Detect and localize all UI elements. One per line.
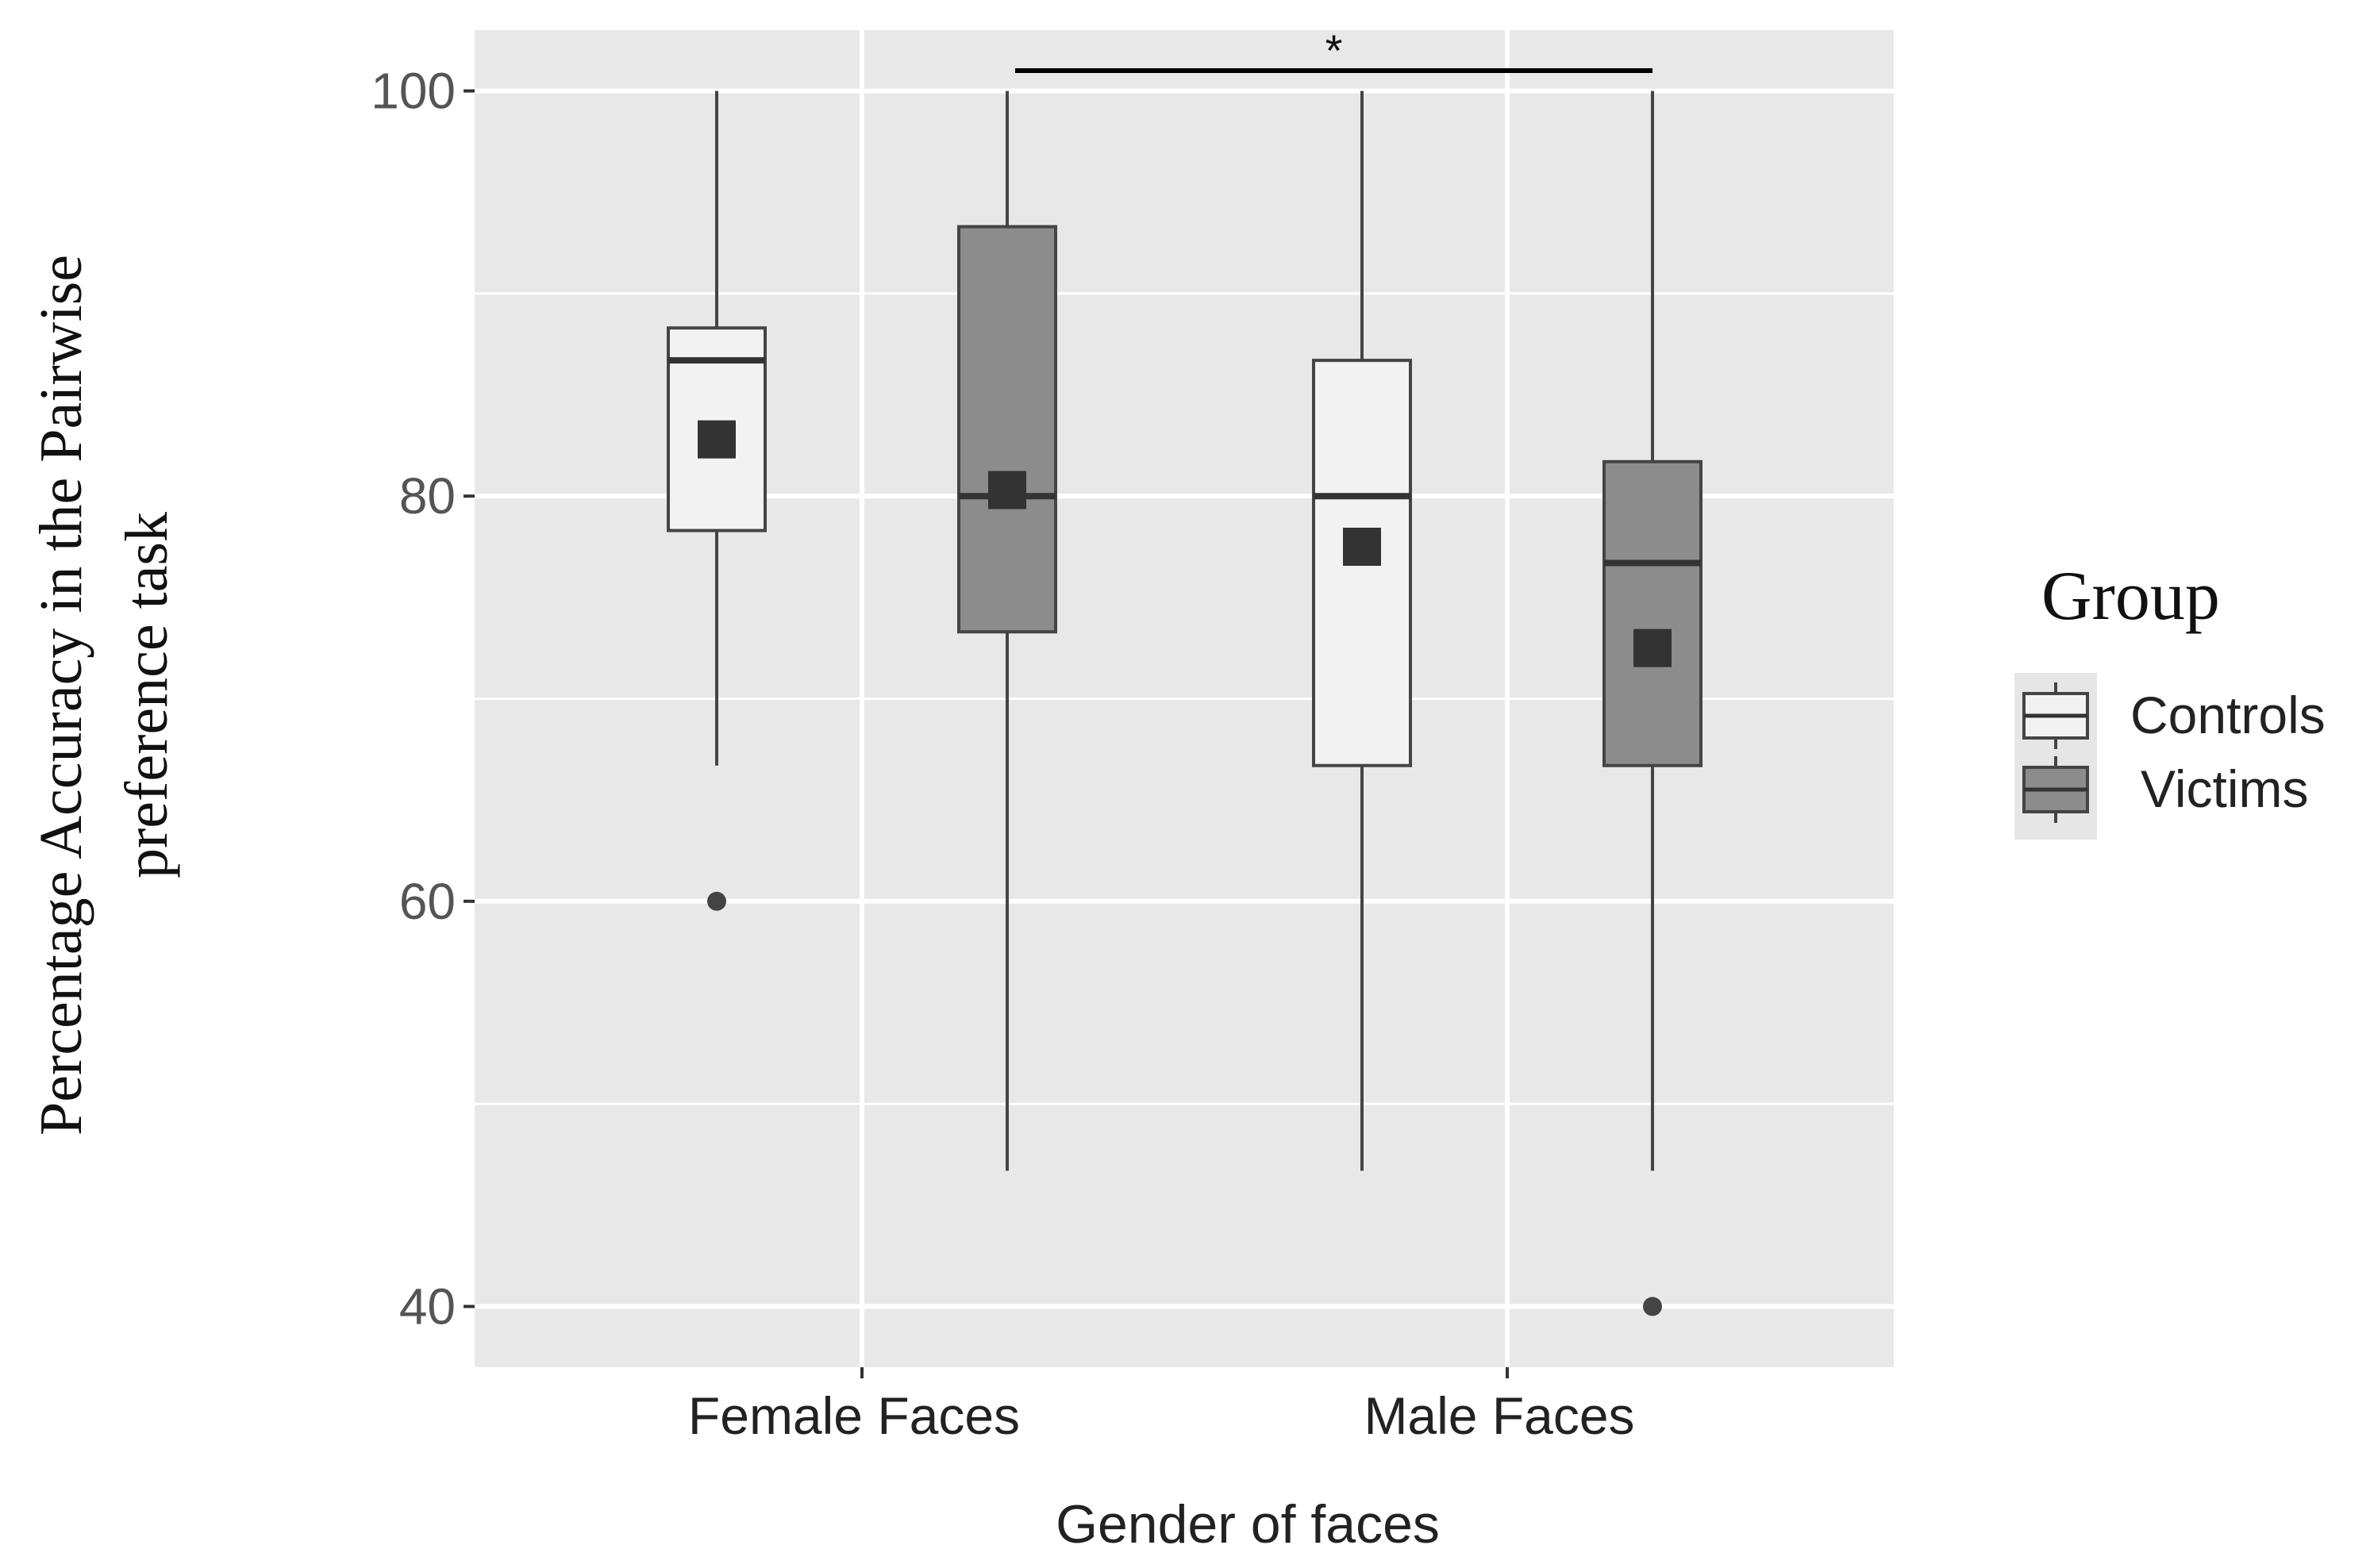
y-axis-title-line: preference task <box>113 512 180 878</box>
mean-marker <box>988 471 1026 509</box>
y-tick-label: 80 <box>399 467 456 525</box>
legend-label: Controls <box>2130 686 2326 744</box>
legend-label: Victims <box>2141 759 2308 818</box>
iqr-box <box>957 225 1057 634</box>
x-axis-title: Gender of faces <box>1056 1494 1440 1555</box>
mean-marker <box>698 420 736 459</box>
box-victims-female-faces <box>957 90 1057 1171</box>
y-axis-title-line: Percentage Accuracy in the Pairwise <box>28 255 94 1136</box>
significance-label: * <box>1325 25 1343 75</box>
box-controls-female-faces <box>667 90 767 911</box>
mean-marker <box>1633 628 1672 667</box>
y-tick-label: 100 <box>371 63 456 120</box>
x-tick-label: Male Faces <box>1364 1386 1634 1445</box>
outlier-point <box>1643 1297 1662 1316</box>
box-victims-male-faces <box>1602 90 1702 1316</box>
legend-key-controls <box>2022 682 2089 749</box>
y-axis-title: Percentage Accuracy in the Pairwise prefe… <box>28 255 180 1136</box>
box-controls-male-faces <box>1312 90 1412 1171</box>
mean-marker <box>1343 528 1381 567</box>
legend: Group Controls Victims <box>2014 558 2326 840</box>
outlier-point <box>707 891 726 911</box>
iqr-box <box>1602 459 1702 767</box>
legend-key-victims <box>2022 756 2089 823</box>
y-tick-label: 40 <box>399 1278 456 1335</box>
legend-title: Group <box>2041 558 2220 635</box>
x-tick-label: Female Faces <box>688 1386 1020 1445</box>
y-tick-label: 60 <box>399 873 456 930</box>
